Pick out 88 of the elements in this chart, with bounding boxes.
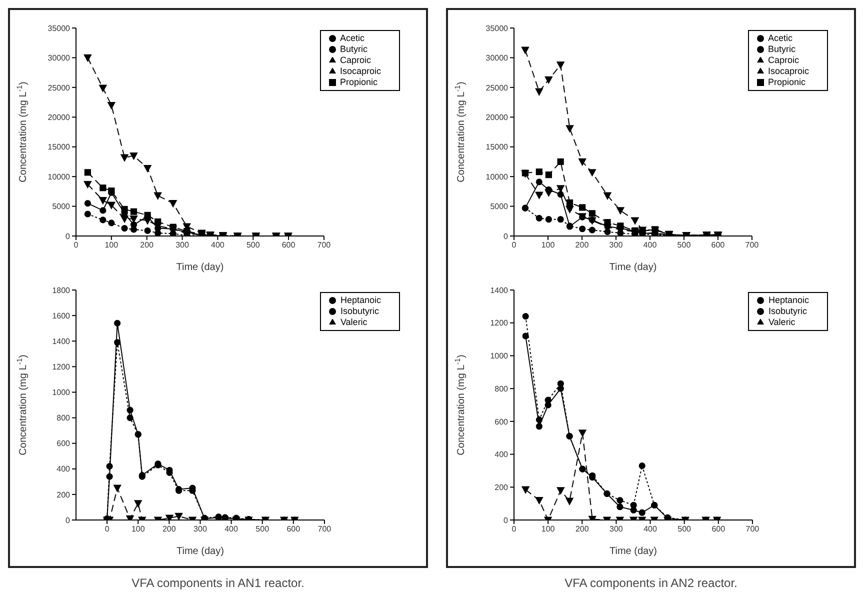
x-tick-label: 100 <box>104 240 119 250</box>
legend-label: Propionic <box>340 77 378 87</box>
y-tick-label: 1000 <box>52 388 71 398</box>
x-tick-label: 0 <box>512 240 517 250</box>
y-tick-label: 25000 <box>486 83 509 92</box>
x-tick-label: 200 <box>575 524 590 534</box>
legend-label: Caproic <box>768 55 799 65</box>
x-tick-label: 0 <box>74 240 79 250</box>
legend-label: Heptanoic <box>768 295 809 305</box>
y-tick-label: 20000 <box>486 112 509 122</box>
y-tick-label: 1800 <box>52 286 71 295</box>
y-tick-label: 1400 <box>490 286 509 295</box>
y-tick-label: 20000 <box>48 112 71 122</box>
legend-label: Valeric <box>768 317 796 327</box>
y-tick-label: 400 <box>56 464 71 474</box>
y-tick-label: 0 <box>504 516 509 525</box>
y-tick-label: 10000 <box>486 172 509 182</box>
y-tick-label: 1200 <box>52 362 71 372</box>
x-tick-label: 0 <box>512 524 517 534</box>
x-tick-label: 300 <box>610 524 624 534</box>
x-tick-label: 500 <box>678 524 692 534</box>
y-tick-label: 15000 <box>486 142 509 152</box>
x-tick-label: 300 <box>176 240 190 250</box>
x-tick-label: 400 <box>643 240 658 250</box>
x-tick-label: 300 <box>609 240 624 250</box>
x-tick-label: 700 <box>318 524 332 534</box>
x-axis-title: Time (day) <box>176 546 224 557</box>
x-tick-label: 200 <box>140 240 154 250</box>
legend-label: Isobutyric <box>340 306 379 316</box>
x-tick-label: 0 <box>104 524 110 534</box>
x-tick-label: 700 <box>317 240 332 250</box>
y-tick-label: 1200 <box>490 318 509 328</box>
legend-label: Butyric <box>768 44 796 54</box>
x-tick-label: 600 <box>712 524 726 534</box>
y-tick-label: 5000 <box>490 202 509 212</box>
x-axis-title: Time (day) <box>176 262 224 273</box>
y-tick-label: 35000 <box>48 24 71 33</box>
text: VFA components in AN1 reactor. <box>130 576 306 590</box>
x-tick-label: 300 <box>194 524 208 534</box>
legend-label: Heptanoic <box>340 295 381 305</box>
y-tick-label: 1400 <box>52 336 71 346</box>
legend-label: Isobutyric <box>768 306 807 316</box>
y-tick-label: 800 <box>494 384 509 394</box>
legend-label: Isocaproic <box>340 66 381 76</box>
x-axis-title: Time (day) <box>609 262 657 273</box>
y-tick-label: 1600 <box>52 311 71 320</box>
y-tick-label: 10000 <box>48 172 71 182</box>
x-tick-label: 700 <box>746 524 760 534</box>
y-tick-label: 600 <box>494 417 509 426</box>
x-tick-label: 100 <box>131 524 146 534</box>
legend-label: Butyric <box>340 44 368 54</box>
x-tick-label: 400 <box>224 524 239 534</box>
x-tick-label: 100 <box>541 240 556 250</box>
x-tick-label: 500 <box>256 524 270 534</box>
x-tick-label: 400 <box>211 240 225 250</box>
legend-label: Acetic <box>340 33 364 43</box>
y-tick-label: 15000 <box>48 142 71 152</box>
x-axis-title: Time (day) <box>610 546 657 557</box>
y-tick-label: 800 <box>56 414 71 423</box>
y-tick-label: 0 <box>504 232 509 241</box>
x-tick-label: 700 <box>745 240 760 250</box>
x-tick-label: 600 <box>282 240 296 250</box>
legend-label: Isocaproic <box>768 66 809 76</box>
legend-label: Propionic <box>768 77 806 87</box>
y-tick-label: 600 <box>56 439 71 448</box>
y-tick-label: 30000 <box>48 54 71 63</box>
x-tick-label: 200 <box>575 240 590 250</box>
x-tick-label: 500 <box>677 240 692 250</box>
y-tick-label: 200 <box>56 490 71 500</box>
x-tick-label: 200 <box>162 524 176 534</box>
y-tick-label: 35000 <box>486 24 509 33</box>
x-tick-label: 400 <box>644 524 658 534</box>
x-tick-label: 600 <box>286 524 301 534</box>
y-tick-label: 30000 <box>486 54 509 63</box>
legend-label: Valeric <box>340 317 368 327</box>
y-tick-label: 0 <box>66 232 71 241</box>
text: VFA components in AN2 reactor. <box>564 576 738 590</box>
y-tick-label: 200 <box>494 482 509 492</box>
y-tick-label: 400 <box>494 450 509 460</box>
x-tick-label: 600 <box>711 240 726 250</box>
x-tick-label: 500 <box>246 240 260 250</box>
y-tick-label: 25000 <box>48 83 71 92</box>
y-tick-label: 0 <box>66 516 71 525</box>
x-tick-label: 100 <box>541 524 556 534</box>
y-tick-label: 1000 <box>490 352 509 361</box>
legend-label: Caproic <box>340 55 371 65</box>
y-tick-label: 5000 <box>52 202 71 212</box>
legend-label: Acetic <box>768 33 792 43</box>
